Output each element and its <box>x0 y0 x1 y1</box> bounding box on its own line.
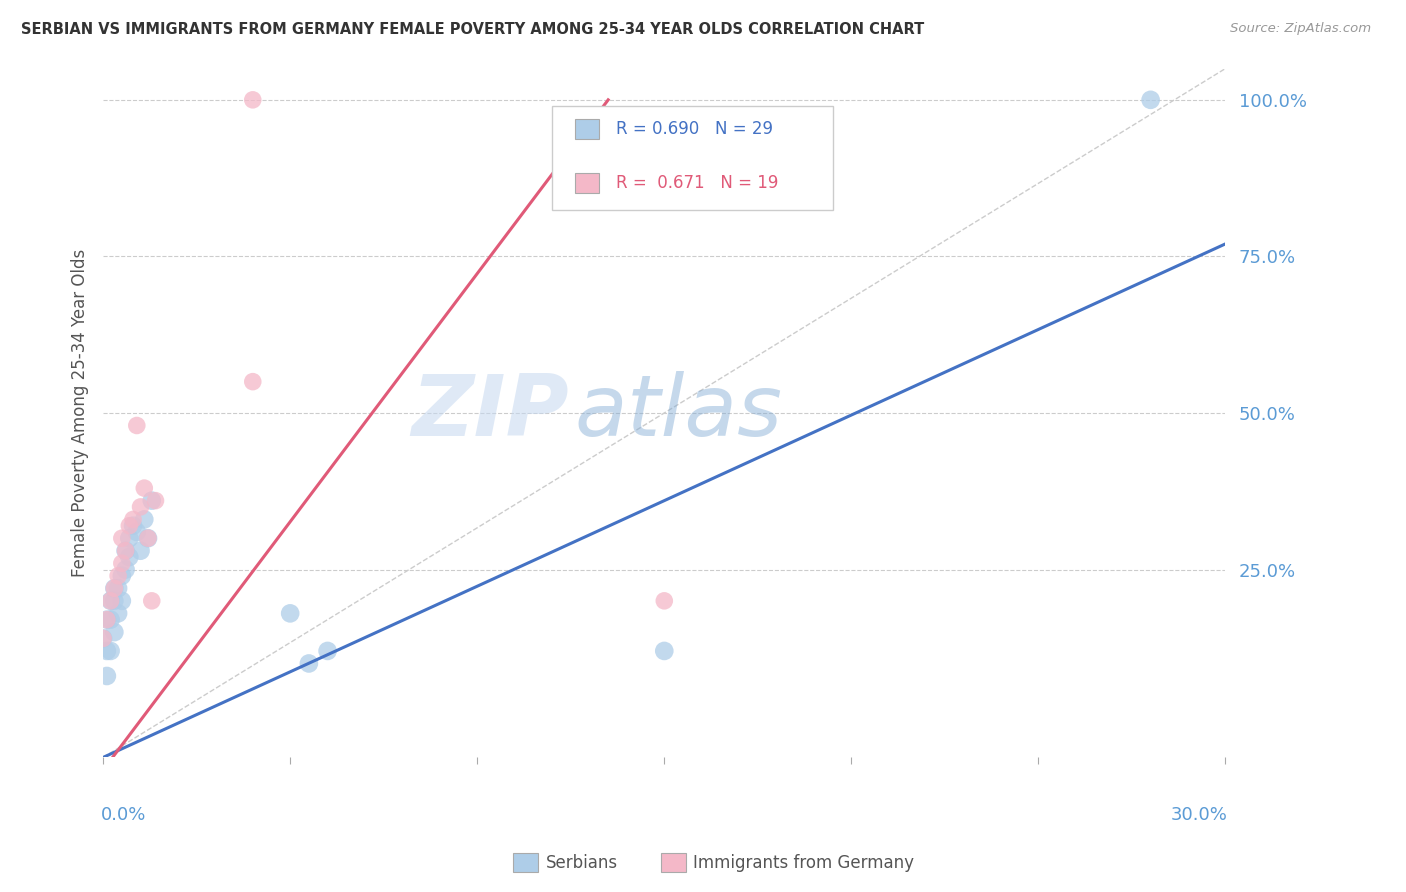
Point <box>111 569 134 583</box>
Text: SERBIAN VS IMMIGRANTS FROM GERMANY FEMALE POVERTY AMONG 25-34 YEAR OLDS CORRELAT: SERBIAN VS IMMIGRANTS FROM GERMANY FEMAL… <box>21 22 924 37</box>
Point <box>111 556 134 570</box>
Point <box>100 594 122 608</box>
Point <box>652 594 675 608</box>
Point <box>91 632 114 646</box>
Text: ZIP: ZIP <box>412 371 569 454</box>
Point <box>136 531 159 545</box>
Point <box>107 582 129 596</box>
Point <box>103 582 125 596</box>
Point <box>103 594 125 608</box>
Point <box>134 481 156 495</box>
Point <box>278 607 301 621</box>
FancyBboxPatch shape <box>575 120 599 139</box>
Point <box>107 569 129 583</box>
Point <box>125 418 148 433</box>
FancyBboxPatch shape <box>553 106 832 210</box>
Point <box>134 512 156 526</box>
Point <box>107 607 129 621</box>
Point <box>100 644 122 658</box>
Point <box>118 549 141 564</box>
Point <box>100 594 122 608</box>
Point <box>96 613 118 627</box>
Point <box>114 543 136 558</box>
Point <box>103 625 125 640</box>
Point <box>118 531 141 545</box>
Point <box>129 543 152 558</box>
Point <box>141 594 163 608</box>
Point <box>118 518 141 533</box>
Point <box>145 493 167 508</box>
Text: Serbians: Serbians <box>546 854 617 871</box>
Point <box>122 518 145 533</box>
Text: 0.0%: 0.0% <box>101 805 146 823</box>
Text: atlas: atlas <box>575 371 783 454</box>
Point <box>125 524 148 539</box>
Point <box>103 582 125 596</box>
Point <box>136 531 159 545</box>
Point <box>96 613 118 627</box>
Y-axis label: Female Poverty Among 25-34 Year Olds: Female Poverty Among 25-34 Year Olds <box>72 249 89 577</box>
Point <box>129 500 152 514</box>
Point <box>298 657 321 671</box>
Point <box>316 644 339 658</box>
Point <box>242 93 264 107</box>
Point <box>114 562 136 576</box>
Point <box>96 644 118 658</box>
Point <box>96 669 118 683</box>
Text: Immigrants from Germany: Immigrants from Germany <box>693 854 914 871</box>
Text: 30.0%: 30.0% <box>1171 805 1227 823</box>
Point <box>111 531 134 545</box>
Text: R = 0.690   N = 29: R = 0.690 N = 29 <box>616 120 773 138</box>
Point <box>242 375 264 389</box>
FancyBboxPatch shape <box>575 173 599 193</box>
Point <box>100 613 122 627</box>
Text: Source: ZipAtlas.com: Source: ZipAtlas.com <box>1230 22 1371 36</box>
Text: R =  0.671   N = 19: R = 0.671 N = 19 <box>616 174 779 192</box>
Point <box>114 543 136 558</box>
Point <box>652 644 675 658</box>
Point <box>122 512 145 526</box>
Point <box>91 632 114 646</box>
Point <box>111 594 134 608</box>
Point <box>141 493 163 508</box>
Point <box>1139 93 1161 107</box>
